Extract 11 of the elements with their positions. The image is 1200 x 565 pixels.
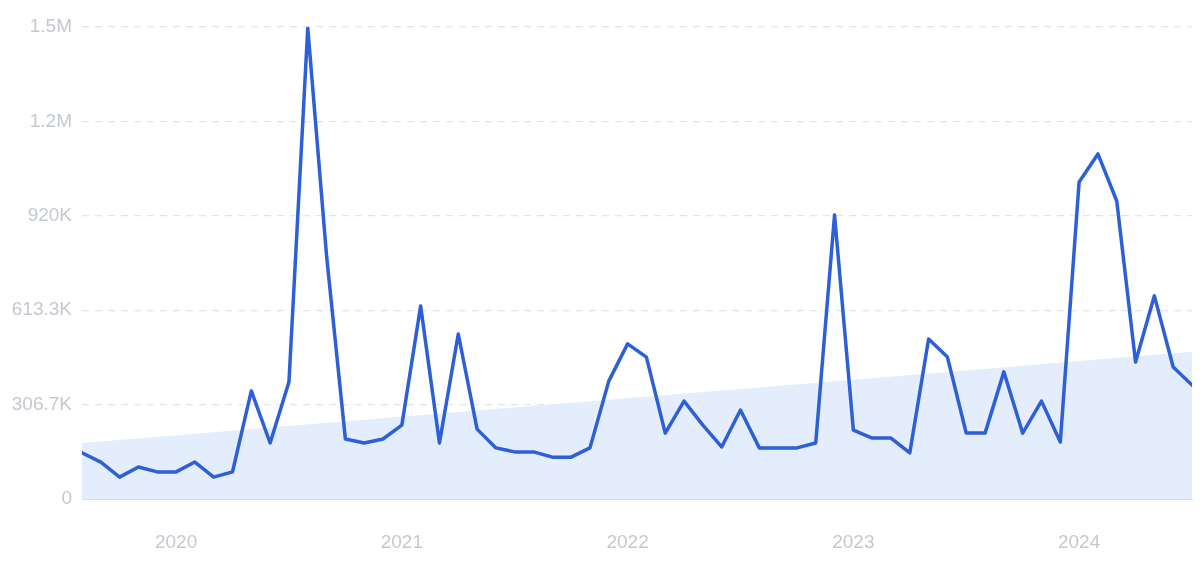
x-tick-label: 2023 (832, 530, 875, 552)
x-tick-label: 2021 (380, 530, 423, 552)
y-tick-label: 1.5M (29, 15, 72, 37)
y-tick-label: 920K (27, 204, 73, 226)
y-tick-label: 613.3K (11, 298, 73, 320)
y-tick-label: 306.7K (11, 392, 73, 414)
x-tick-label: 2020 (154, 530, 198, 552)
x-tick-label: 2024 (1057, 530, 1101, 552)
y-tick-label: 1.2M (29, 109, 72, 131)
y-tick-label: 0 (61, 487, 72, 509)
x-tick-label: 2022 (606, 530, 649, 552)
